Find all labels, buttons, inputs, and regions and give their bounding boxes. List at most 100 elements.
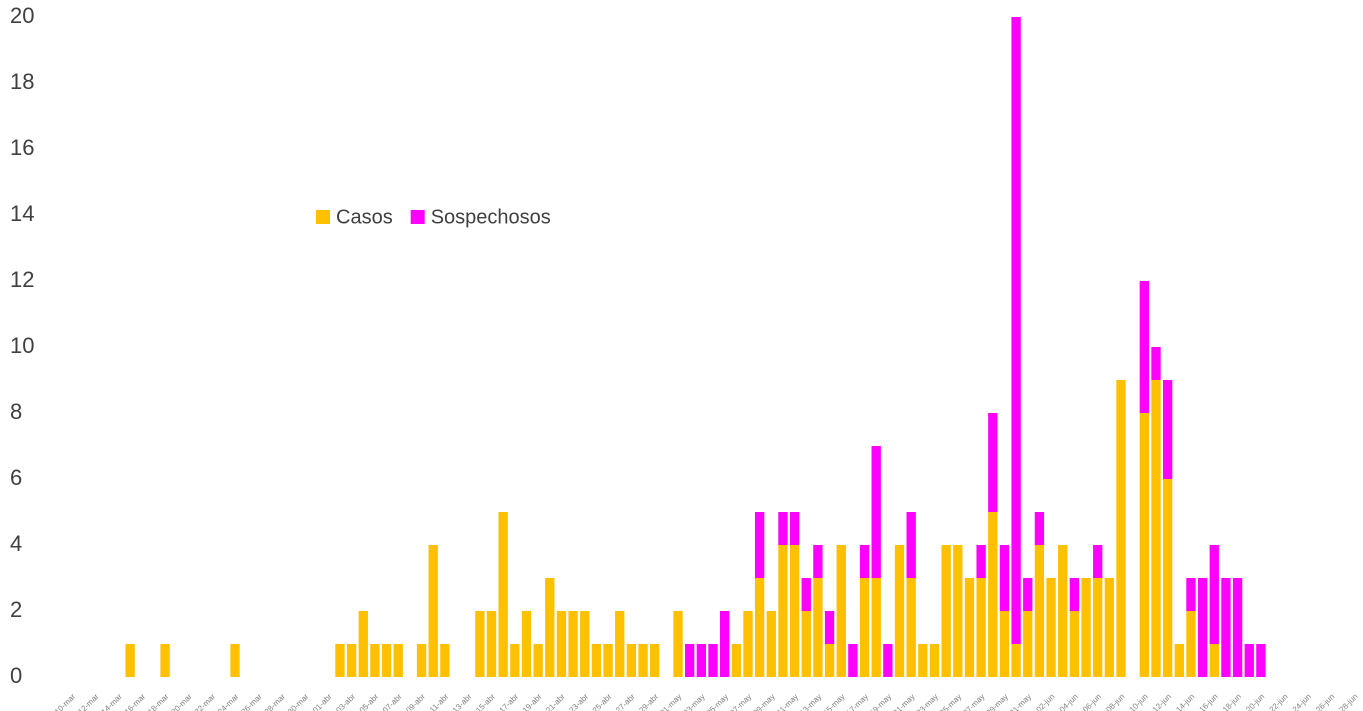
bar bbox=[1210, 545, 1219, 644]
bar bbox=[359, 611, 368, 677]
x-tick-label: 31-may bbox=[1008, 692, 1033, 711]
y-tick-label: 16 bbox=[10, 135, 34, 160]
bar bbox=[1256, 644, 1265, 677]
x-tick-label: 09-abr bbox=[404, 692, 427, 711]
bar bbox=[1186, 578, 1195, 611]
x-tick-label: 09-may bbox=[751, 692, 776, 711]
bar bbox=[1198, 578, 1207, 677]
bar bbox=[1140, 413, 1149, 677]
x-tick-label: 05-abr bbox=[358, 692, 381, 711]
bar bbox=[603, 644, 612, 677]
bar bbox=[1093, 545, 1102, 578]
x-tick-label: 01-may bbox=[658, 692, 683, 711]
bar bbox=[1233, 578, 1242, 677]
x-tick-label: 26-mar bbox=[239, 692, 264, 711]
bar bbox=[1011, 644, 1020, 677]
legend-label: Sospechosos bbox=[431, 206, 551, 228]
bar bbox=[860, 578, 869, 677]
bar bbox=[988, 413, 997, 512]
bar bbox=[708, 644, 717, 677]
legend-swatch bbox=[411, 210, 425, 224]
bar bbox=[160, 644, 169, 677]
bar bbox=[848, 644, 857, 677]
x-tick-label: 07-abr bbox=[381, 692, 404, 711]
bar bbox=[1186, 611, 1195, 677]
bar bbox=[475, 611, 484, 677]
bar bbox=[1116, 380, 1125, 677]
bar bbox=[1175, 644, 1184, 677]
bar bbox=[767, 611, 776, 677]
bar bbox=[965, 578, 974, 677]
x-tick-label: 16-jun bbox=[1198, 692, 1220, 711]
x-tick-label: 12-mar bbox=[76, 692, 101, 711]
x-tick-label: 29-may bbox=[985, 692, 1010, 711]
bar bbox=[883, 644, 892, 677]
bar bbox=[1210, 644, 1219, 677]
x-tick-label: 01-abr bbox=[311, 692, 334, 711]
x-tick-label: 16-mar bbox=[123, 692, 148, 711]
bar bbox=[1023, 611, 1032, 677]
y-tick-label: 14 bbox=[10, 201, 34, 226]
x-tick-label: 15-may bbox=[821, 692, 846, 711]
bar bbox=[743, 611, 752, 677]
bar bbox=[1221, 578, 1230, 677]
y-tick-label: 6 bbox=[10, 465, 22, 490]
x-tick-label: 17-abr bbox=[498, 692, 521, 711]
bar bbox=[347, 644, 356, 677]
x-tick-label: 18-jun bbox=[1221, 692, 1243, 711]
bar bbox=[533, 644, 542, 677]
bar bbox=[976, 578, 985, 677]
x-tick-label: 12-jun bbox=[1151, 692, 1173, 711]
bar bbox=[1093, 578, 1102, 677]
x-tick-label: 23-abr bbox=[567, 692, 590, 711]
bar bbox=[580, 611, 589, 677]
chart: 0246810121416182010-mar12-mar14-mar16-ma… bbox=[0, 0, 1363, 711]
bar bbox=[627, 644, 636, 677]
y-tick-label: 10 bbox=[10, 333, 34, 358]
legend-swatch bbox=[316, 210, 330, 224]
bar bbox=[837, 545, 846, 677]
bar bbox=[335, 644, 344, 677]
bar bbox=[1011, 17, 1020, 644]
x-tick-label: 24-mar bbox=[216, 692, 241, 711]
bar bbox=[790, 545, 799, 677]
x-tick-label: 02-jun bbox=[1034, 692, 1056, 711]
bar bbox=[1070, 578, 1079, 611]
bar bbox=[1081, 578, 1090, 677]
bar bbox=[825, 611, 834, 644]
bar bbox=[1046, 578, 1055, 677]
bar bbox=[918, 644, 927, 677]
bar bbox=[941, 545, 950, 677]
x-tick-label: 27-abr bbox=[614, 692, 637, 711]
bar bbox=[872, 446, 881, 578]
x-tick-label: 11-abr bbox=[428, 692, 451, 711]
bar bbox=[1035, 545, 1044, 677]
y-tick-label: 12 bbox=[10, 267, 34, 292]
x-tick-label: 03-abr bbox=[334, 692, 357, 711]
x-tick-label: 13-may bbox=[798, 692, 823, 711]
bar bbox=[907, 512, 916, 578]
bar bbox=[557, 611, 566, 677]
bar bbox=[860, 545, 869, 578]
bar bbox=[825, 644, 834, 677]
bar bbox=[720, 611, 729, 677]
x-tick-label: 26-jun bbox=[1314, 692, 1336, 711]
bar bbox=[685, 644, 694, 677]
bar bbox=[498, 512, 507, 677]
x-tick-label: 03-may bbox=[682, 692, 707, 711]
bar bbox=[394, 644, 403, 677]
x-tick-label: 30-mar bbox=[286, 692, 311, 711]
bar bbox=[1000, 545, 1009, 611]
bar bbox=[813, 545, 822, 578]
x-tick-label: 25-may bbox=[938, 692, 963, 711]
x-tick-label: 25-abr bbox=[591, 692, 614, 711]
bar bbox=[953, 545, 962, 677]
bar bbox=[125, 644, 134, 677]
x-tick-label: 17-may bbox=[845, 692, 870, 711]
x-tick-label: 10-mar bbox=[53, 692, 78, 711]
x-tick-label: 22-mar bbox=[193, 692, 218, 711]
x-tick-label: 27-may bbox=[961, 692, 986, 711]
bar bbox=[615, 611, 624, 677]
x-tick-label: 22-jun bbox=[1268, 692, 1290, 711]
bar bbox=[930, 644, 939, 677]
